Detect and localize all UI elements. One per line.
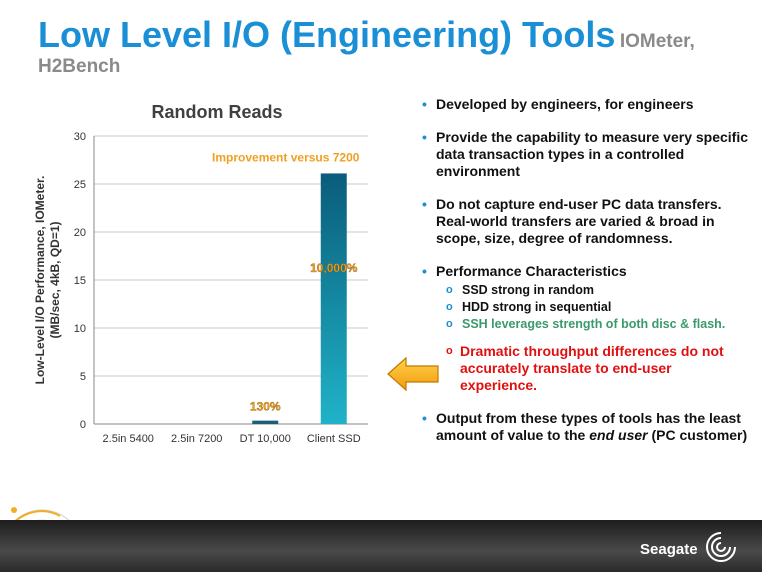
y-tick-label: 20: [74, 227, 86, 239]
y-tick-label: 0: [80, 419, 86, 431]
title-main: Low Level I/O (Engineering) Tools: [38, 14, 616, 55]
x-tick-label: Client SSD: [307, 433, 361, 445]
chart-gridlines: [93, 135, 368, 425]
sub-bullet-item: o HDD strong in sequential: [436, 299, 750, 316]
bullet-item: • Output from these types of tools has t…: [420, 410, 750, 444]
bar: [320, 173, 347, 424]
x-tick-label: 2.5in 7200: [171, 433, 222, 445]
brand-name: Seagate: [640, 541, 698, 558]
circle-bullet-icon: o: [446, 345, 453, 357]
chart-y-ticks: 0 5 10 15 20 25 30: [74, 131, 86, 431]
bullet-text: Provide the capability to measure very s…: [436, 129, 749, 179]
y-tick-label: 30: [74, 131, 86, 143]
bullet-text: Performance Characteristics: [436, 263, 627, 279]
sub-bullet-text: SSD strong in random: [462, 283, 594, 297]
circle-bullet-icon: o: [446, 301, 453, 313]
bullet-text: Developed by engineers, for engineers: [436, 96, 694, 112]
footer-bar: Seagate: [0, 520, 762, 572]
y-tick-label: 25: [74, 179, 86, 191]
bullet-item: • Performance Characteristics o SSD stro…: [420, 263, 750, 333]
bullet-dot-icon: •: [422, 129, 427, 145]
y-tick-label: 10: [74, 323, 86, 335]
annotation-ssd-percent: 10,000%: [310, 261, 358, 275]
chart-x-labels: 2.5in 5400 2.5in 7200 DT 10,000 Client SSD: [103, 433, 361, 445]
arrow-right-icon: [387, 356, 439, 392]
annotation-improvement: Improvement versus 7200: [212, 150, 360, 164]
circle-bullet-icon: o: [446, 284, 453, 296]
circle-bullet-icon: o: [446, 318, 453, 330]
slide-title: Low Level I/O (Engineering) Tools IOMete…: [38, 14, 758, 79]
bullet-list: • Developed by engineers, for engineers …: [420, 96, 750, 460]
bullet-dot-icon: •: [422, 196, 427, 212]
bar: [252, 420, 279, 424]
highlight-text: Dramatic throughput differences do not a…: [460, 343, 724, 393]
highlight-bullet: o Dramatic throughput differences do not…: [420, 343, 750, 394]
bullet-dot-icon: •: [422, 96, 427, 112]
title-sub-1: IOMeter,: [619, 31, 695, 52]
chart-y-label: Low-Level I/O Performance, IOMeter.(MB/s…: [33, 176, 62, 385]
sub-bullet-item: o SSH leverages strength of both disc & …: [436, 316, 750, 333]
chart-container: 0 5 10 15 20 25 30 2.5in 5400 2.5in 7200 DT 10,0…: [30, 96, 380, 456]
sub-bullet-text: HDD strong in sequential: [462, 300, 612, 314]
chart-annotations: Improvement versus 7200 10,000% 130%: [212, 150, 360, 413]
y-tick-label: 5: [80, 371, 86, 383]
bullet-text: Do not capture end-user PC data transfer…: [436, 196, 722, 246]
bullet-dot-icon: •: [422, 410, 427, 426]
bullet-text: Output from these types of tools has the…: [436, 410, 748, 443]
y-tick-label: 15: [74, 275, 86, 287]
bullet-item: • Do not capture end-user PC data transf…: [420, 196, 750, 247]
title-sub-2: H2Bench: [38, 56, 121, 78]
x-tick-label: 2.5in 5400: [103, 433, 154, 445]
chart-bars: [252, 173, 347, 424]
x-tick-label: DT 10,000: [240, 433, 291, 445]
seagate-logo-icon: [706, 532, 736, 562]
bullet-dot-icon: •: [422, 263, 427, 279]
sub-bullet-text: SSH leverages strength of both disc & fl…: [462, 317, 726, 331]
random-reads-chart: 0 5 10 15 20 25 30 2.5in 5400 2.5in 7200 DT 10,0…: [33, 102, 368, 445]
sub-bullet-list: o SSD strong in random o HDD strong in s…: [436, 282, 750, 333]
bullet-item: • Provide the capability to measure very…: [420, 129, 750, 180]
sub-bullet-item: o SSD strong in random: [436, 282, 750, 299]
chart-title: Random Reads: [151, 102, 282, 122]
annotation-dt-percent: 130%: [250, 400, 281, 414]
bullet-item: • Developed by engineers, for engineers: [420, 96, 750, 113]
